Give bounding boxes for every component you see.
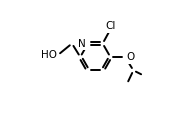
Text: N: N xyxy=(78,39,86,49)
Text: Cl: Cl xyxy=(105,21,116,31)
Text: O: O xyxy=(126,52,135,62)
Text: HO: HO xyxy=(41,50,57,60)
